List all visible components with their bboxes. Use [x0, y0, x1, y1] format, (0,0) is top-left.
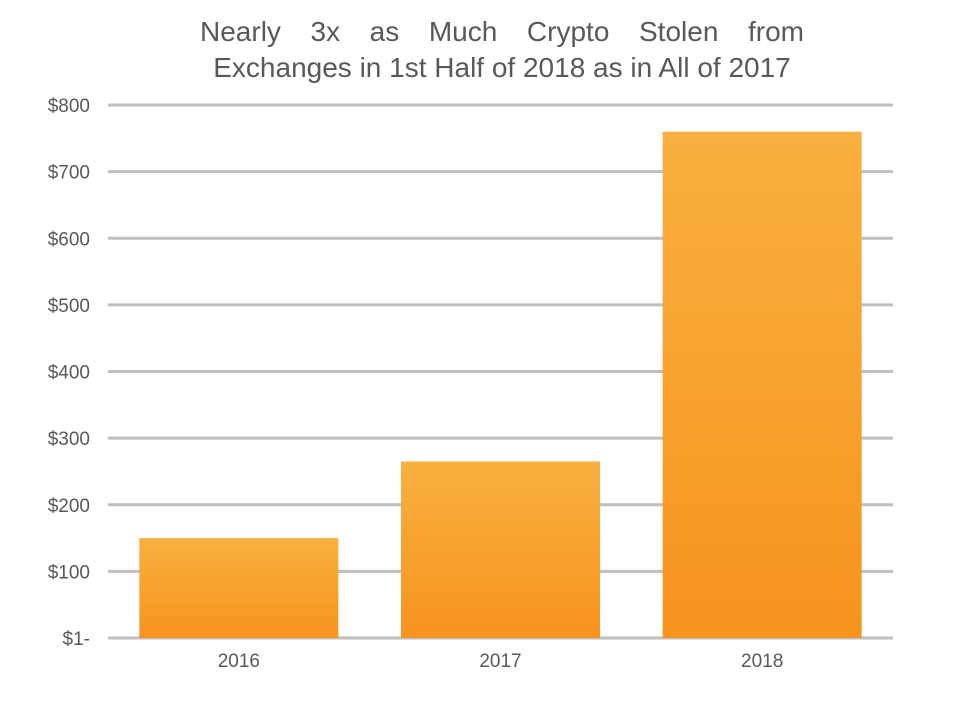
bars [139, 131, 862, 638]
bar-2017 [401, 461, 600, 638]
x-tick-label: 2016 [218, 651, 260, 672]
chart-title: Nearly 3x as Much Crypto Stolen from Exc… [200, 14, 804, 86]
bar-2016 [139, 538, 339, 638]
y-tick-label: $1- [63, 629, 90, 650]
x-tick-label: 2017 [479, 651, 521, 672]
y-tick-label: $600 [48, 229, 90, 250]
chart-title-line-2: Exchanges in 1st Half of 2018 as in All … [213, 52, 791, 83]
x-axis-tick-labels: 2016 2017 2018 [218, 651, 784, 672]
y-axis-tick-labels: $1- $100 $200 $300 $400 $500 $600 $700 $800 [48, 96, 90, 650]
y-tick-label: $700 [48, 163, 90, 184]
y-tick-label: $400 [48, 363, 90, 384]
x-tick-label: 2018 [741, 651, 783, 672]
y-tick-label: $200 [48, 496, 90, 517]
y-tick-label: $500 [48, 296, 90, 317]
y-tick-label: $800 [48, 96, 90, 117]
y-tick-label: $300 [48, 429, 90, 450]
chart-title-line-1: Nearly 3x as Much Crypto Stolen from [200, 16, 804, 47]
y-tick-label: $100 [48, 562, 90, 583]
bar-2018 [662, 131, 862, 638]
